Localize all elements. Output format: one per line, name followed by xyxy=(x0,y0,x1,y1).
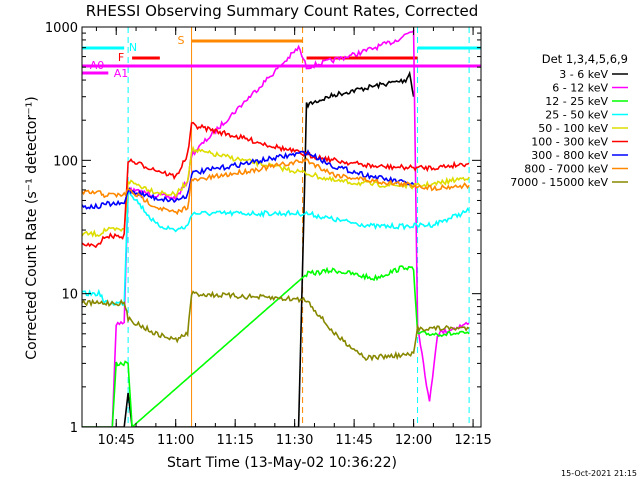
x-tick-label: 10:45 xyxy=(97,433,134,448)
x-tick-label: 12:00 xyxy=(395,433,432,448)
series-line-6-12-kev xyxy=(82,29,470,427)
y-axis-label: Corrected Count Rate (s⁻¹ detector⁻¹) xyxy=(24,96,40,359)
legend-label-100-300-kev: 100 - 300 keV xyxy=(531,136,608,149)
legend-label-12-25-kev: 12 - 25 keV xyxy=(545,95,608,108)
x-axis-label: Start Time (13-May-02 10:36:22) xyxy=(167,455,397,471)
legend-label-7000-15000-kev: 7000 - 15000 keV xyxy=(510,176,608,189)
mode-label-f: F xyxy=(118,51,124,64)
series-line-800-7000-kev xyxy=(82,157,470,216)
y-tick-label: 1 xyxy=(70,421,78,436)
mode-label-s: S xyxy=(178,34,185,47)
x-tick-label: 12:15 xyxy=(454,433,491,448)
legend-label-300-800-kev: 300 - 800 keV xyxy=(531,149,608,162)
series-line-12-25-kev xyxy=(82,265,470,427)
chart-title: RHESSI Observing Summary Count Rates, Co… xyxy=(86,2,479,20)
legend-title: Det 1,3,4,5,6,9 xyxy=(542,52,628,66)
y-tick-label: 10 xyxy=(61,288,78,303)
mode-label-a0: A0 xyxy=(90,59,105,72)
series-line-25-50-kev xyxy=(82,189,470,306)
series-line-3-6-kev xyxy=(82,70,415,427)
x-tick-label: 11:45 xyxy=(335,433,372,448)
x-tick-label: 11:00 xyxy=(157,433,194,448)
x-tick-label: 11:30 xyxy=(276,433,313,448)
mode-label-n: N xyxy=(129,41,137,54)
y-tick-label: 1000 xyxy=(45,21,78,36)
series-line-7000-15000-kev xyxy=(82,290,470,362)
series-line-300-800-kev xyxy=(82,149,415,210)
mode-label-a1: A1 xyxy=(114,67,129,80)
legend-label-50-100-kev: 50 - 100 keV xyxy=(538,122,608,135)
legend-label-6-12-kev: 6 - 12 keV xyxy=(552,82,608,95)
legend-label-25-50-kev: 25 - 50 keV xyxy=(545,109,608,122)
legend-label-800-7000-kev: 800 - 7000 keV xyxy=(524,163,608,176)
series-line-100-300-kev xyxy=(82,121,470,249)
y-tick-label: 100 xyxy=(53,154,78,169)
x-tick-label: 11:15 xyxy=(216,433,253,448)
plot-frame xyxy=(81,26,482,428)
legend-label-3-6-kev: 3 - 6 keV xyxy=(559,68,608,81)
footer-date: 15-Oct-2021 21:15 xyxy=(561,469,637,478)
